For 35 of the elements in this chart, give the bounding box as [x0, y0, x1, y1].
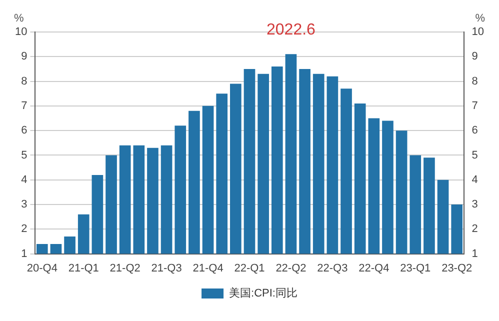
y2-tick-label: 10: [472, 26, 484, 38]
y-tick-label: 5: [21, 149, 28, 162]
y-tick-label: 8: [21, 75, 28, 88]
y2-tick-label: 1: [472, 248, 478, 260]
x-tick-label: 23-Q1: [400, 262, 431, 274]
y-tick-label: 2: [21, 223, 28, 236]
y-tick-label: 9: [21, 50, 28, 63]
y2-tick-label: 8: [472, 75, 478, 88]
y-tick-label: 4: [21, 174, 28, 186]
x-tick-label: 21-Q4: [192, 262, 224, 274]
x-tick-label: 23-Q2: [442, 262, 472, 274]
y2-tick-label: 9: [472, 50, 478, 63]
y-axis-title: %: [14, 12, 24, 25]
x-tick-label: 20-Q4: [26, 262, 58, 274]
y2-tick-label: 2: [472, 223, 478, 236]
y-tick-label: 3: [21, 198, 28, 211]
y2-tick-label: 6: [472, 124, 478, 137]
y2-tick-label: 7: [472, 100, 478, 112]
y2-tick-label: 4: [472, 174, 478, 186]
y2-tick-label: 5: [472, 149, 478, 162]
y2-axis-title: %: [475, 12, 486, 25]
x-tick-label: 22-Q2: [276, 262, 306, 274]
x-tick-label: 21-Q2: [110, 262, 140, 274]
y-tick-label: 6: [21, 124, 28, 137]
y2-tick-label: 3: [472, 198, 478, 211]
x-tick-label: 22-Q4: [358, 262, 390, 274]
legend-label: 美国:CPI:同比: [229, 286, 298, 300]
x-tick-label: 21-Q1: [68, 262, 99, 274]
y-tick-label: 7: [21, 100, 28, 112]
y-tick-label: 1: [21, 248, 28, 260]
annotation: 2022.6: [266, 22, 316, 39]
x-tick-label: 21-Q3: [151, 262, 182, 274]
x-tick-label: 22-Q1: [234, 262, 265, 274]
y-tick-label: 10: [14, 26, 28, 38]
x-tick-label: 22-Q3: [317, 262, 348, 274]
